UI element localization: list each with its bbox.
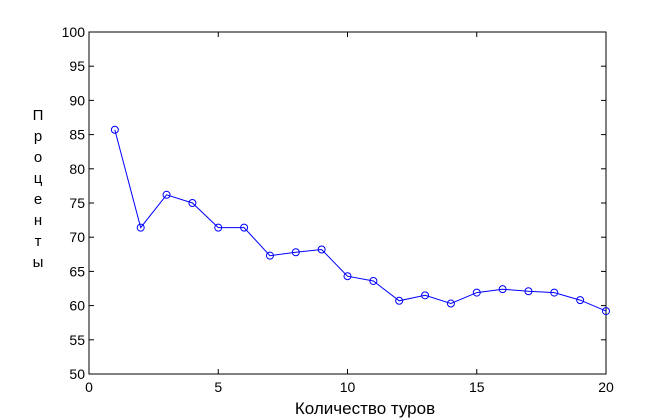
data-point [265, 251, 274, 260]
x-tick-label: 5 [214, 379, 222, 395]
x-axis-label: Количество туров [295, 399, 435, 418]
y-tick-label: 85 [69, 127, 85, 143]
y-axis-ticks: 50 55 60 65 70 75 80 85 90 95 100 [62, 24, 606, 382]
series-line [114, 129, 607, 312]
y-axis-label-char: н [34, 212, 42, 229]
data-point [136, 223, 145, 232]
y-tick-label: 80 [69, 161, 85, 177]
data-point [421, 291, 430, 300]
y-axis-label-char: е [34, 191, 42, 208]
y-axis-label-char: р [34, 128, 42, 145]
y-tick-label: 65 [69, 263, 85, 279]
data-point [472, 288, 481, 297]
y-tick-label: 90 [69, 92, 85, 108]
data-point [110, 125, 119, 134]
y-axis-label-char: ы [33, 254, 44, 271]
y-tick-label: 55 [69, 332, 85, 348]
data-point [317, 245, 326, 254]
data-point [524, 287, 533, 296]
y-tick-label: 75 [69, 195, 85, 211]
data-point [576, 296, 585, 305]
y-axis-label-char: о [34, 149, 42, 166]
data-point [343, 272, 352, 281]
x-tick-label: 0 [85, 379, 93, 395]
data-point [602, 307, 610, 316]
data-point [188, 199, 197, 207]
data-point [291, 248, 300, 257]
y-tick-label: 100 [62, 24, 86, 40]
data-point [240, 223, 249, 232]
y-tick-label: 95 [69, 58, 85, 74]
data-point [395, 296, 404, 305]
plot-area [88, 31, 607, 375]
y-axis-label-char: т [35, 233, 42, 250]
x-tick-label: 20 [598, 379, 614, 395]
data-point [498, 285, 507, 294]
data-point [550, 288, 559, 297]
y-tick-label: 50 [69, 366, 85, 382]
x-tick-label: 10 [340, 379, 356, 395]
data-point [369, 276, 378, 285]
y-axis-label-char: ц [34, 170, 43, 187]
y-tick-label: 70 [69, 229, 85, 245]
x-tick-label: 15 [469, 379, 485, 395]
data-point [214, 223, 223, 232]
data-point [162, 190, 171, 199]
y-axis-label-char: П [33, 107, 44, 124]
data-point [446, 299, 455, 308]
x-axis-ticks: 0 5 10 15 20 [85, 32, 614, 395]
series-layer [110, 125, 610, 316]
y-tick-label: 60 [69, 298, 85, 314]
